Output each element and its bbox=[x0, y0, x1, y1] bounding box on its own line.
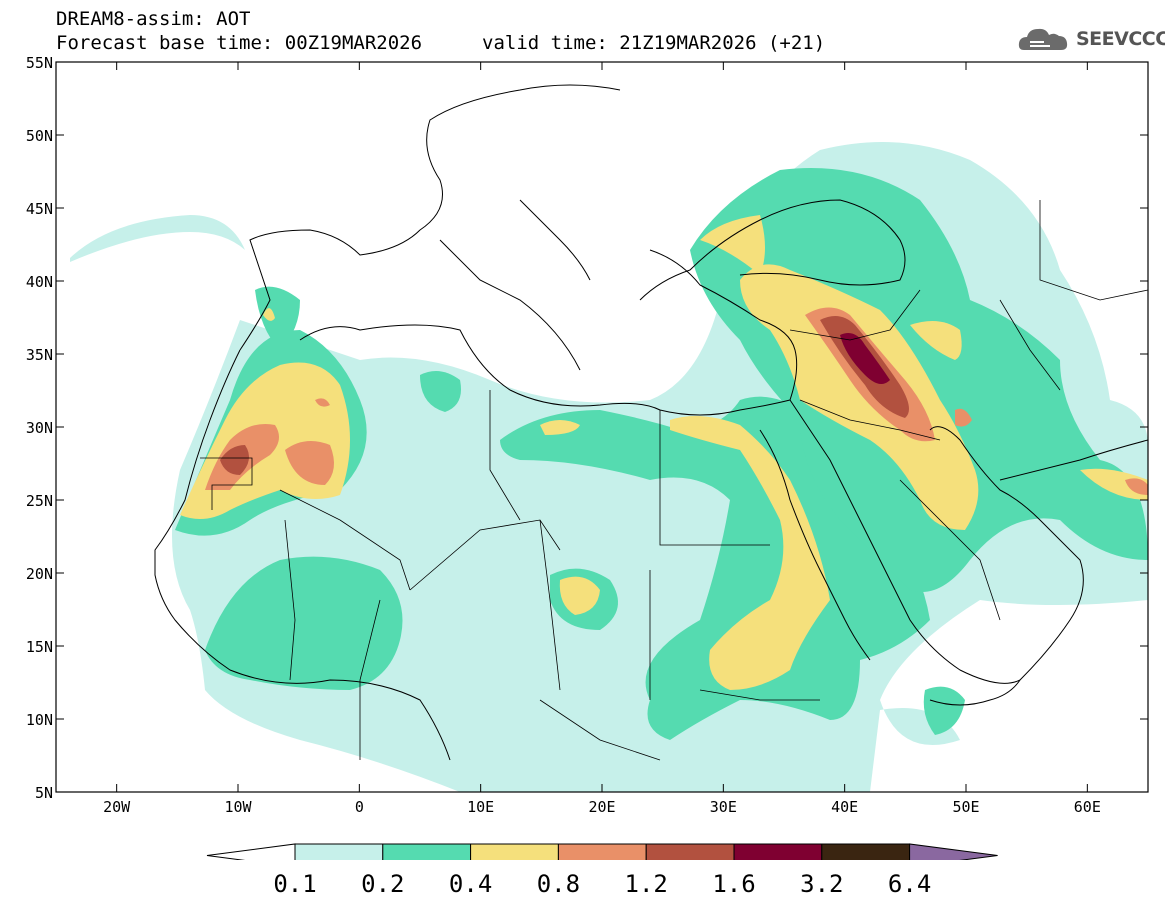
colorbar-bin bbox=[821, 843, 911, 860]
colorbar-label: 3.2 bbox=[800, 870, 844, 898]
colorbar-bin bbox=[470, 843, 559, 860]
colorbar-bin bbox=[557, 843, 647, 860]
lat-tick-label: 25N bbox=[26, 492, 53, 510]
valid-time: valid time: 21Z19MAR2026 (+21) bbox=[482, 32, 826, 54]
aot-map: 55N 50N 45N 40N 35N 30N 25N 20N 15N 10N 5N 20W 10W 0… bbox=[26, 54, 1149, 860]
colorbar-bin bbox=[382, 843, 472, 860]
country-borders bbox=[200, 200, 1148, 761]
colorbar-label: 1.2 bbox=[624, 870, 668, 898]
forecast-base-time: Forecast base time: 00Z19MAR2026 bbox=[56, 32, 423, 54]
colorbar-bin bbox=[645, 843, 735, 860]
aot-field bbox=[56, 62, 1148, 792]
colorbar-label: 0.4 bbox=[448, 870, 493, 898]
colorbar-label: 1.6 bbox=[712, 870, 756, 898]
lat-tick-label: 15N bbox=[26, 638, 53, 656]
colorbar-bin bbox=[733, 843, 823, 860]
lon-tick-label: 0 bbox=[355, 798, 364, 816]
lat-tick-label: 35N bbox=[26, 346, 53, 364]
colorbar-label: 6.4 bbox=[887, 870, 932, 898]
lat-tick-label: 20N bbox=[26, 565, 53, 583]
lon-tick-label: 30E bbox=[710, 798, 737, 816]
lat-tick-label: 50N bbox=[26, 127, 53, 145]
seevccc-logo: SEEVCCC bbox=[1016, 20, 1165, 60]
lon-tick-label: 50E bbox=[952, 798, 979, 816]
colorbar-label: 0.8 bbox=[536, 870, 581, 898]
colorbar bbox=[206, 843, 998, 860]
cloud-icon bbox=[1018, 28, 1068, 50]
lon-tick-label: 10E bbox=[467, 798, 494, 816]
logo-text: SEEVCCC bbox=[1076, 28, 1165, 50]
lat-tick-label: 5N bbox=[35, 784, 53, 802]
lat-tick-label: 30N bbox=[26, 419, 53, 437]
colorbar-label: 0.2 bbox=[361, 870, 405, 898]
colorbar-high-arrow bbox=[909, 843, 998, 860]
lon-tick-label: 20E bbox=[588, 798, 615, 816]
lon-tick-label: 20W bbox=[103, 798, 131, 816]
lon-tick-label: 40E bbox=[831, 798, 858, 816]
colorbar-bin bbox=[294, 843, 384, 860]
colorbar-labels: 0.1 0.2 0.4 0.8 1.2 1.6 3.2 6.4 bbox=[0, 870, 1165, 900]
map-title: DREAM8-assim: AOT bbox=[56, 8, 251, 30]
colorbar-label: 0.1 bbox=[273, 870, 317, 898]
lat-tick-label: 55N bbox=[26, 54, 53, 72]
lat-tick-label: 45N bbox=[26, 200, 53, 218]
longitude-axis: 20W 10W 0 10E 20E 30E 40E 50E 60E bbox=[103, 62, 1101, 816]
lon-tick-label: 60E bbox=[1074, 798, 1101, 816]
lat-tick-label: 10N bbox=[26, 711, 53, 729]
lat-tick-label: 40N bbox=[26, 273, 53, 291]
colorbar-low-arrow bbox=[206, 843, 296, 860]
coastlines bbox=[154, 84, 1148, 761]
lon-tick-label: 10W bbox=[224, 798, 252, 816]
latitude-axis: 55N 50N 45N 40N 35N 30N 25N 20N 15N 10N 5N bbox=[26, 54, 1148, 802]
